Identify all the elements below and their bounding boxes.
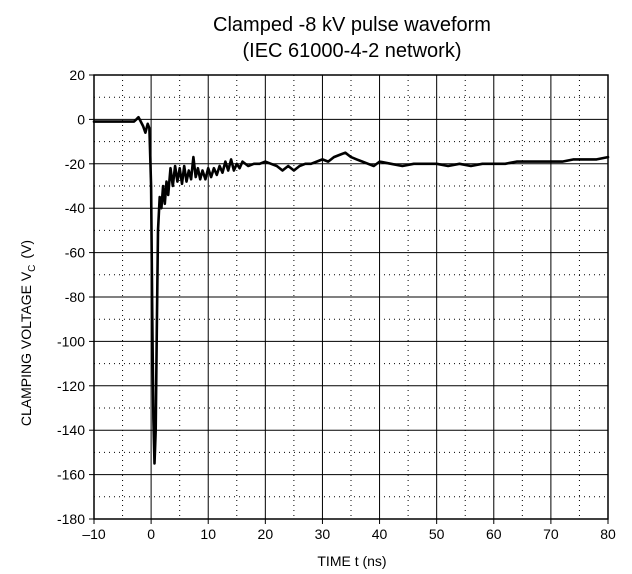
y-tick-label: 0 [77,111,85,127]
chart-subtitle: (IEC 61000-4-2 network) [243,40,462,62]
y-tick-label: -160 [57,467,85,483]
x-tick-label: 30 [315,526,331,542]
x-tick-label: 80 [600,526,616,542]
series-layer [92,115,610,465]
y-tick-label: -120 [57,378,85,394]
x-tick-label: 70 [543,526,559,542]
y-tick-label: -100 [57,333,85,349]
tick-labels: –10 0 10 20 30 40 50 60 70 80 20 0 -20 -40 -60 -80 -100 -… [57,67,616,542]
y-axis-label: CLAMPING VOLTAGE VC (V) [18,240,38,426]
x-tick-label: 10 [200,526,216,542]
grid [94,75,608,519]
x-tick-label: 60 [486,526,502,542]
y-tick-label: -40 [65,200,85,216]
y-tick-label: -180 [57,511,85,527]
axes [89,74,609,524]
series-line [92,115,610,465]
x-tick-label: 40 [372,526,388,542]
y-axis-label-sub: C [27,265,38,272]
x-tick-label: 50 [429,526,445,542]
x-tick-label: 20 [258,526,274,542]
chart-title: Clamped -8 kV pulse waveform [213,14,491,36]
y-tick-label: -20 [65,156,85,172]
y-axis-label-unit: (V) [18,240,34,259]
y-tick-label: 20 [69,67,85,83]
y-axis-label-main: CLAMPING VOLTAGE V [18,271,34,426]
x-tick-label: –10 [82,526,106,542]
x-axis-label: TIME t (ns) [317,553,386,569]
y-tick-label: -60 [65,245,85,261]
y-tick-label: -140 [57,422,85,438]
x-tick-label: 0 [147,526,155,542]
y-tick-label: -80 [65,289,85,305]
